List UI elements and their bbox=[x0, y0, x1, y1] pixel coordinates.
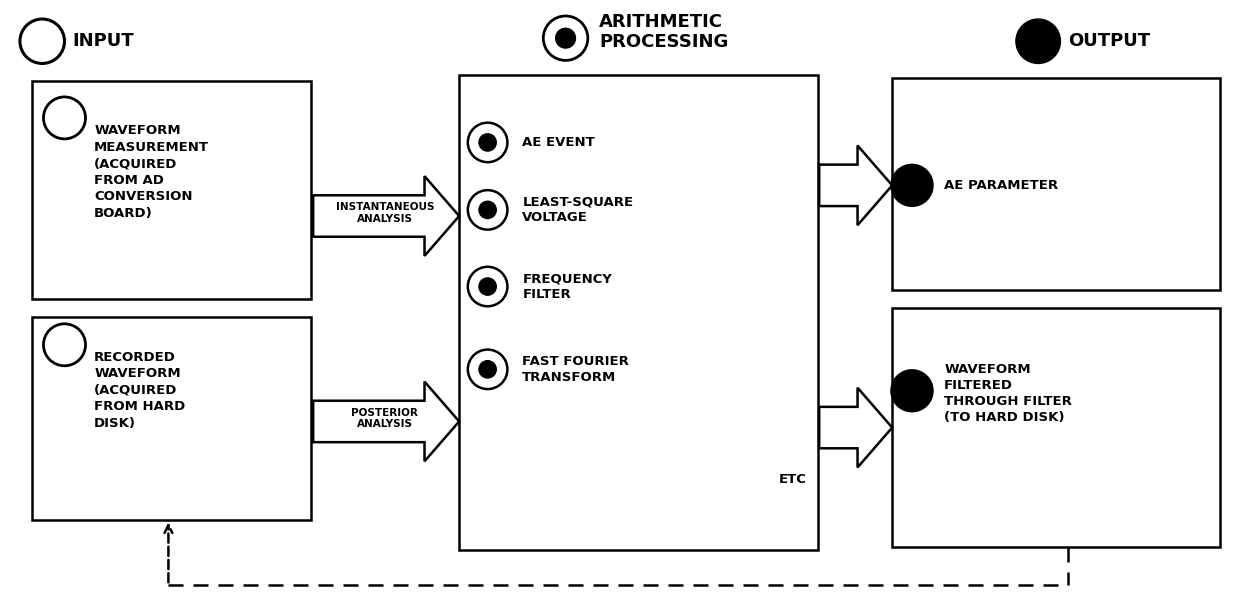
Polygon shape bbox=[820, 145, 893, 225]
Text: ETC: ETC bbox=[779, 473, 806, 486]
Bar bbox=[32, 317, 311, 519]
Polygon shape bbox=[820, 387, 893, 468]
Ellipse shape bbox=[479, 201, 496, 219]
Bar bbox=[459, 75, 818, 550]
Text: INPUT: INPUT bbox=[72, 32, 134, 51]
Text: ARITHMETIC
PROCESSING: ARITHMETIC PROCESSING bbox=[599, 13, 728, 52]
Ellipse shape bbox=[892, 164, 932, 206]
Polygon shape bbox=[314, 381, 459, 461]
Text: INSTANTANEOUS
ANALYSIS: INSTANTANEOUS ANALYSIS bbox=[336, 202, 434, 224]
Ellipse shape bbox=[479, 361, 496, 378]
Bar bbox=[893, 78, 1220, 290]
Polygon shape bbox=[314, 176, 459, 256]
Text: WAVEFORM
MEASUREMENT
(ACQUIRED
FROM AD
CONVERSION
BOARD): WAVEFORM MEASUREMENT (ACQUIRED FROM AD C… bbox=[94, 124, 210, 219]
Text: LEAST-SQUARE
VOLTAGE: LEAST-SQUARE VOLTAGE bbox=[522, 195, 634, 224]
Ellipse shape bbox=[479, 134, 496, 151]
Text: POSTERIOR
ANALYSIS: POSTERIOR ANALYSIS bbox=[351, 408, 418, 429]
Ellipse shape bbox=[1016, 19, 1060, 63]
Ellipse shape bbox=[479, 278, 496, 295]
Bar bbox=[32, 81, 311, 299]
Text: FAST FOURIER
TRANSFORM: FAST FOURIER TRANSFORM bbox=[522, 355, 629, 384]
Ellipse shape bbox=[892, 370, 932, 411]
Text: WAVEFORM
FILTERED
THROUGH FILTER
(TO HARD DISK): WAVEFORM FILTERED THROUGH FILTER (TO HAR… bbox=[944, 363, 1073, 424]
Text: AE PARAMETER: AE PARAMETER bbox=[944, 179, 1058, 192]
Bar bbox=[893, 308, 1220, 547]
Ellipse shape bbox=[556, 28, 575, 48]
Text: OUTPUT: OUTPUT bbox=[1068, 32, 1149, 51]
Text: FREQUENCY
FILTER: FREQUENCY FILTER bbox=[522, 272, 613, 301]
Text: RECORDED
WAVEFORM
(ACQUIRED
FROM HARD
DISK): RECORDED WAVEFORM (ACQUIRED FROM HARD DI… bbox=[94, 351, 186, 430]
Text: AE EVENT: AE EVENT bbox=[522, 136, 595, 149]
